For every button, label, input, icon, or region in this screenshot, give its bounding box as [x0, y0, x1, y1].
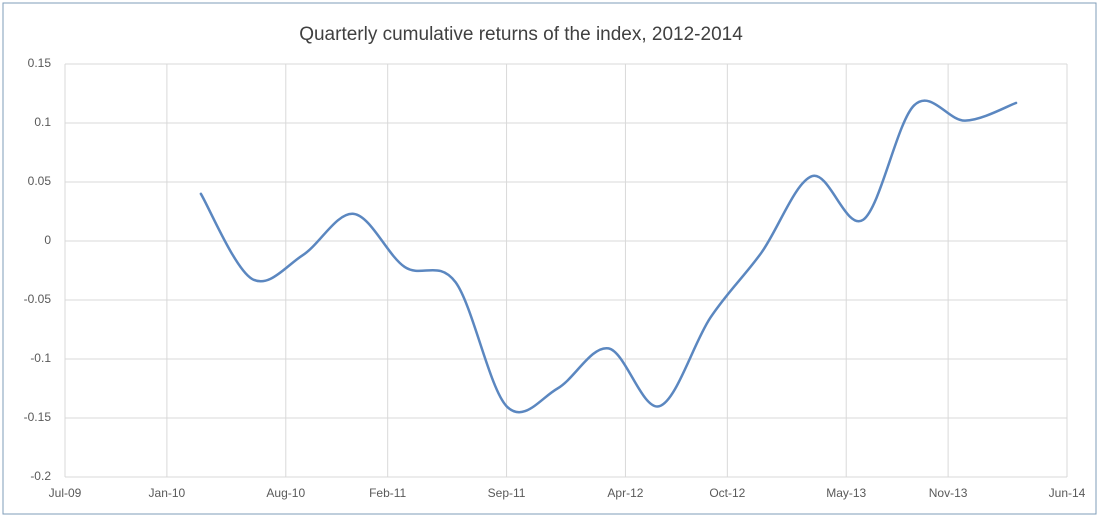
y-tick-label: -0.05 — [24, 292, 52, 306]
x-tick-label: Jul-09 — [49, 486, 82, 500]
x-tick-label: Nov-13 — [929, 486, 968, 500]
x-tick-label: Feb-11 — [369, 486, 406, 500]
y-tick-label: -0.15 — [24, 410, 52, 424]
x-tick-label: Jan-10 — [149, 486, 186, 500]
x-tick-label: Sep-11 — [488, 486, 526, 500]
y-tick-label: 0.05 — [28, 174, 52, 188]
y-tick-label: 0.1 — [34, 115, 51, 129]
x-tick-label: Aug-10 — [266, 486, 305, 500]
y-tick-label: -0.2 — [30, 469, 51, 483]
line-series — [199, 99, 1018, 414]
chart-title: Quarterly cumulative returns of the inde… — [299, 24, 743, 45]
y-tick-label: -0.1 — [30, 351, 51, 365]
y-tick-label: 0 — [44, 233, 51, 247]
x-tick-label: Jun-14 — [1049, 486, 1086, 500]
y-tick-label: 0.15 — [28, 56, 52, 70]
x-tick-label: Oct-12 — [709, 486, 745, 500]
x-tick-label: Apr-12 — [607, 486, 643, 500]
x-tick-label: May-13 — [826, 486, 866, 500]
